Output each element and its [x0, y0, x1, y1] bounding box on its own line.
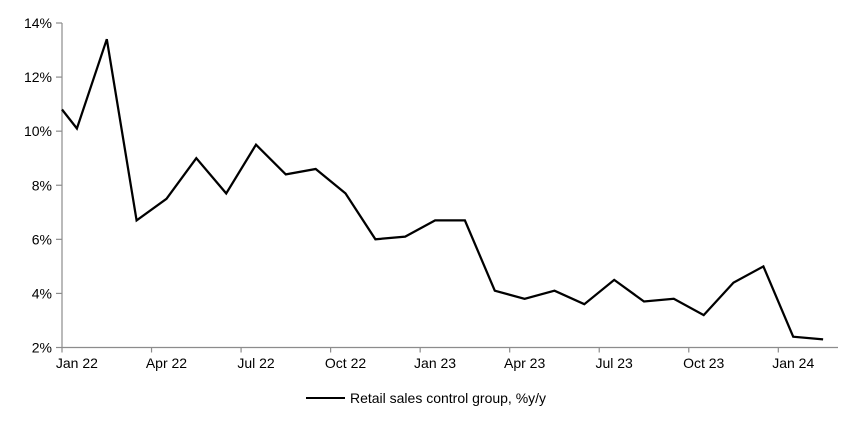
x-tick-label: Apr 23 — [504, 355, 545, 371]
legend-line-swatch — [305, 397, 345, 399]
y-tick-label: 14% — [24, 15, 52, 31]
x-tick-label: Oct 23 — [683, 355, 724, 371]
x-tick-label: Oct 22 — [325, 355, 366, 371]
y-tick-label: 10% — [24, 123, 52, 139]
legend-label: Retail sales control group, %y/y — [349, 390, 547, 406]
y-tick-label: 8% — [32, 177, 52, 193]
x-tick-label: Jan 23 — [414, 355, 456, 371]
y-tick-label: 4% — [32, 285, 52, 301]
x-tick-label: Jan 24 — [772, 355, 814, 371]
y-tick-label: 6% — [32, 231, 52, 247]
x-tick-label: Apr 22 — [146, 355, 187, 371]
series-line-retail-sales-control-group — [61, 38, 824, 341]
chart-canvas: 2% 4% 6% 8% 10% 12% 14% Jan 22 Apr 22 Jul 22 Oct 2… — [24, 15, 838, 371]
y-tick-label: 12% — [24, 69, 52, 85]
y-tick-label: 2% — [32, 340, 52, 356]
x-tick-label: Jan 22 — [56, 355, 98, 371]
x-tick-label: Jul 22 — [237, 355, 275, 371]
x-tick-label: Jul 23 — [595, 355, 633, 371]
legend: Retail sales control group, %y/y — [0, 390, 852, 406]
